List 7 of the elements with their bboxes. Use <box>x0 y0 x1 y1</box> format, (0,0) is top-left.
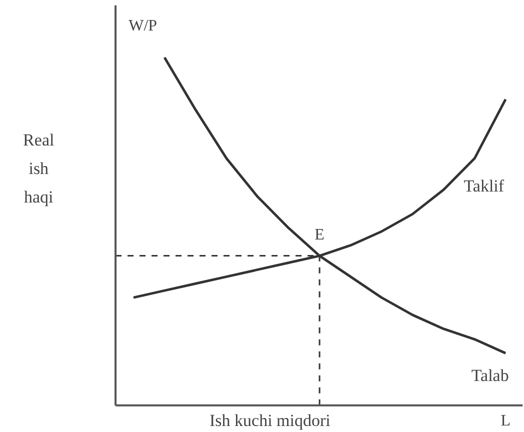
annotation: E <box>314 226 324 244</box>
series-label: Talab <box>471 366 509 385</box>
y-axis-title: Real ish haqi <box>23 130 54 207</box>
text: W/P <box>128 18 158 35</box>
x-axis-title: Ish kuchi miqdori <box>210 410 331 430</box>
text: L <box>500 412 510 430</box>
series-label: Taklif <box>464 176 504 196</box>
